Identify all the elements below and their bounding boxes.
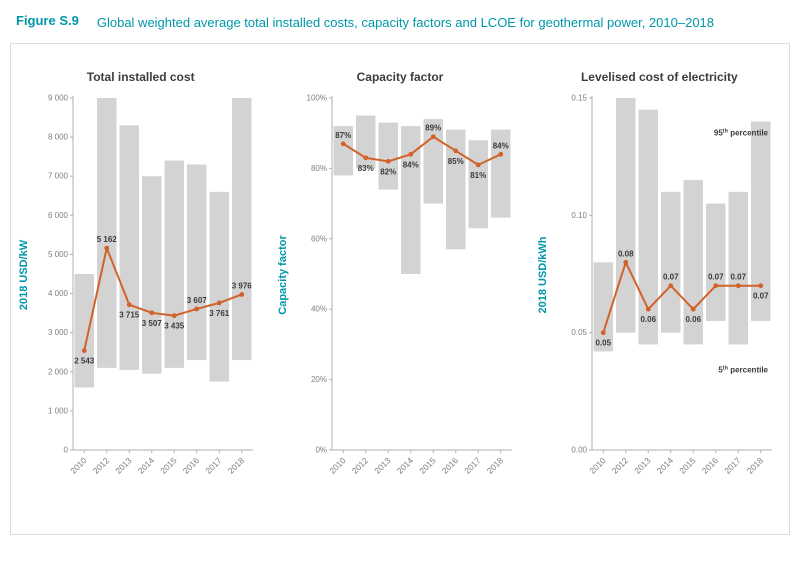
svg-text:1 000: 1 000: [48, 406, 69, 415]
svg-text:95th percentile: 95th percentile: [714, 128, 769, 137]
svg-text:2018: 2018: [744, 455, 765, 476]
svg-text:0.06: 0.06: [640, 315, 656, 324]
svg-text:89%: 89%: [426, 123, 442, 132]
svg-text:2013: 2013: [632, 455, 653, 476]
panel-title-total-installed-cost: Total installed cost: [86, 69, 195, 84]
svg-text:7 000: 7 000: [48, 171, 69, 180]
figure-title: Global weighted average total installed …: [96, 15, 715, 30]
svg-text:2015: 2015: [158, 455, 179, 476]
y-axis-label-wrap: 2018 USD/kWh: [534, 88, 552, 534]
svg-text:2014: 2014: [395, 455, 416, 476]
svg-text:0.06: 0.06: [685, 315, 701, 324]
svg-text:3 435: 3 435: [164, 321, 185, 330]
svg-text:2017: 2017: [722, 455, 743, 476]
svg-text:9 000: 9 000: [48, 93, 69, 102]
svg-text:84%: 84%: [403, 160, 419, 169]
svg-text:3 761: 3 761: [209, 308, 230, 317]
figure-label: Figure S.9: [16, 13, 79, 28]
svg-text:2012: 2012: [609, 455, 630, 476]
svg-text:6 000: 6 000: [48, 210, 69, 219]
panel-title-capacity-factor: Capacity factor: [356, 69, 444, 84]
svg-text:2018: 2018: [485, 455, 506, 476]
svg-text:2018: 2018: [226, 455, 247, 476]
chart-svg-lcoe: 0.00 0.05 0.10 0.15 2010 2012 2013 2014 2015 2016…: [571, 93, 772, 476]
svg-text:0.07: 0.07: [663, 272, 679, 281]
svg-text:5 162: 5 162: [97, 235, 118, 244]
svg-text:8 000: 8 000: [48, 132, 69, 141]
y-axis-label-usd-kwh: 2018 USD/kWh: [536, 236, 549, 314]
svg-text:0%: 0%: [316, 445, 328, 454]
chart-panel-lcoe: Levelised cost of electricity 2018 USD/k…: [530, 44, 789, 534]
svg-text:20%: 20%: [311, 375, 327, 384]
svg-text:5 000: 5 000: [48, 249, 69, 258]
svg-text:0.07: 0.07: [708, 272, 724, 281]
svg-text:85%: 85%: [448, 156, 464, 165]
svg-text:80%: 80%: [311, 163, 327, 172]
svg-text:0.07: 0.07: [730, 272, 746, 281]
svg-text:0.15: 0.15: [571, 93, 587, 102]
svg-text:0.07: 0.07: [753, 291, 769, 300]
svg-text:4 000: 4 000: [48, 289, 69, 298]
svg-text:87%: 87%: [336, 130, 352, 139]
svg-text:0.05: 0.05: [595, 338, 611, 347]
chart-svg-total-installed-cost: 0 1 000 2 000 3 000 4 000 5 000 6 000 7 000 8 00…: [48, 93, 253, 476]
svg-text:2013: 2013: [113, 455, 134, 476]
svg-text:3 000: 3 000: [48, 328, 69, 337]
svg-text:2010: 2010: [68, 455, 89, 476]
svg-text:2 543: 2 543: [74, 356, 95, 365]
y-axis-label-wrap: 2018 USD/kW: [15, 88, 33, 534]
svg-text:84%: 84%: [493, 141, 509, 150]
svg-text:2 000: 2 000: [48, 367, 69, 376]
svg-text:0.00: 0.00: [571, 445, 587, 454]
svg-text:2016: 2016: [699, 455, 720, 476]
y-axis-label-capacity-factor: Capacity factor: [277, 235, 290, 315]
svg-text:0.08: 0.08: [618, 249, 634, 258]
svg-text:2010: 2010: [328, 455, 349, 476]
svg-text:3 715: 3 715: [119, 310, 140, 319]
svg-text:5th percentile: 5th percentile: [718, 365, 768, 374]
svg-text:3 607: 3 607: [187, 295, 208, 304]
svg-text:2016: 2016: [440, 455, 461, 476]
svg-text:81%: 81%: [471, 170, 487, 179]
panel-title-lcoe: Levelised cost of electricity: [580, 69, 738, 84]
chart-svg-capacity-factor: 0%20%40%60%80%100%2010 2012 2013 2014 2015 20…: [307, 93, 513, 476]
svg-text:2015: 2015: [677, 455, 698, 476]
panel-body: 2018 USD/kWh 0.00 0.05 0.10 0.15 2010 2012 201…: [530, 88, 789, 534]
svg-text:2012: 2012: [91, 455, 112, 476]
svg-text:82%: 82%: [381, 167, 397, 176]
svg-text:2012: 2012: [350, 455, 371, 476]
panel-body: 2018 USD/kW 0 1 000 2 000 3 000 4 000 5 000 6 …: [11, 88, 270, 534]
figure-header: Figure S.9 Global weighted average total…: [0, 0, 800, 37]
y-axis-label-wrap: Capacity factor: [274, 88, 292, 534]
svg-text:2017: 2017: [463, 455, 484, 476]
svg-text:83%: 83%: [358, 163, 374, 172]
svg-text:2014: 2014: [654, 455, 675, 476]
svg-text:40%: 40%: [311, 304, 327, 313]
panel-body: Capacity factor 0% 20% 40% 60% 80% 100% 2010 20…: [270, 88, 529, 534]
y-axis-label-usd-kw: 2018 USD/kW: [18, 239, 30, 310]
svg-text:3 976: 3 976: [232, 281, 253, 290]
svg-text:3 507: 3 507: [142, 318, 163, 327]
chart-panel-capacity-factor: Capacity factor Capacity factor 0% 20% 40%…: [270, 44, 529, 534]
svg-text:2014: 2014: [136, 455, 157, 476]
svg-text:2017: 2017: [203, 455, 224, 476]
svg-text:0: 0: [64, 445, 69, 454]
svg-text:0.10: 0.10: [571, 210, 587, 219]
svg-text:60%: 60%: [311, 234, 327, 243]
svg-text:2015: 2015: [418, 455, 439, 476]
svg-text:100%: 100%: [307, 93, 327, 102]
svg-text:2010: 2010: [587, 455, 608, 476]
svg-text:2013: 2013: [373, 455, 394, 476]
svg-text:0.05: 0.05: [571, 328, 587, 337]
svg-text:2016: 2016: [181, 455, 202, 476]
